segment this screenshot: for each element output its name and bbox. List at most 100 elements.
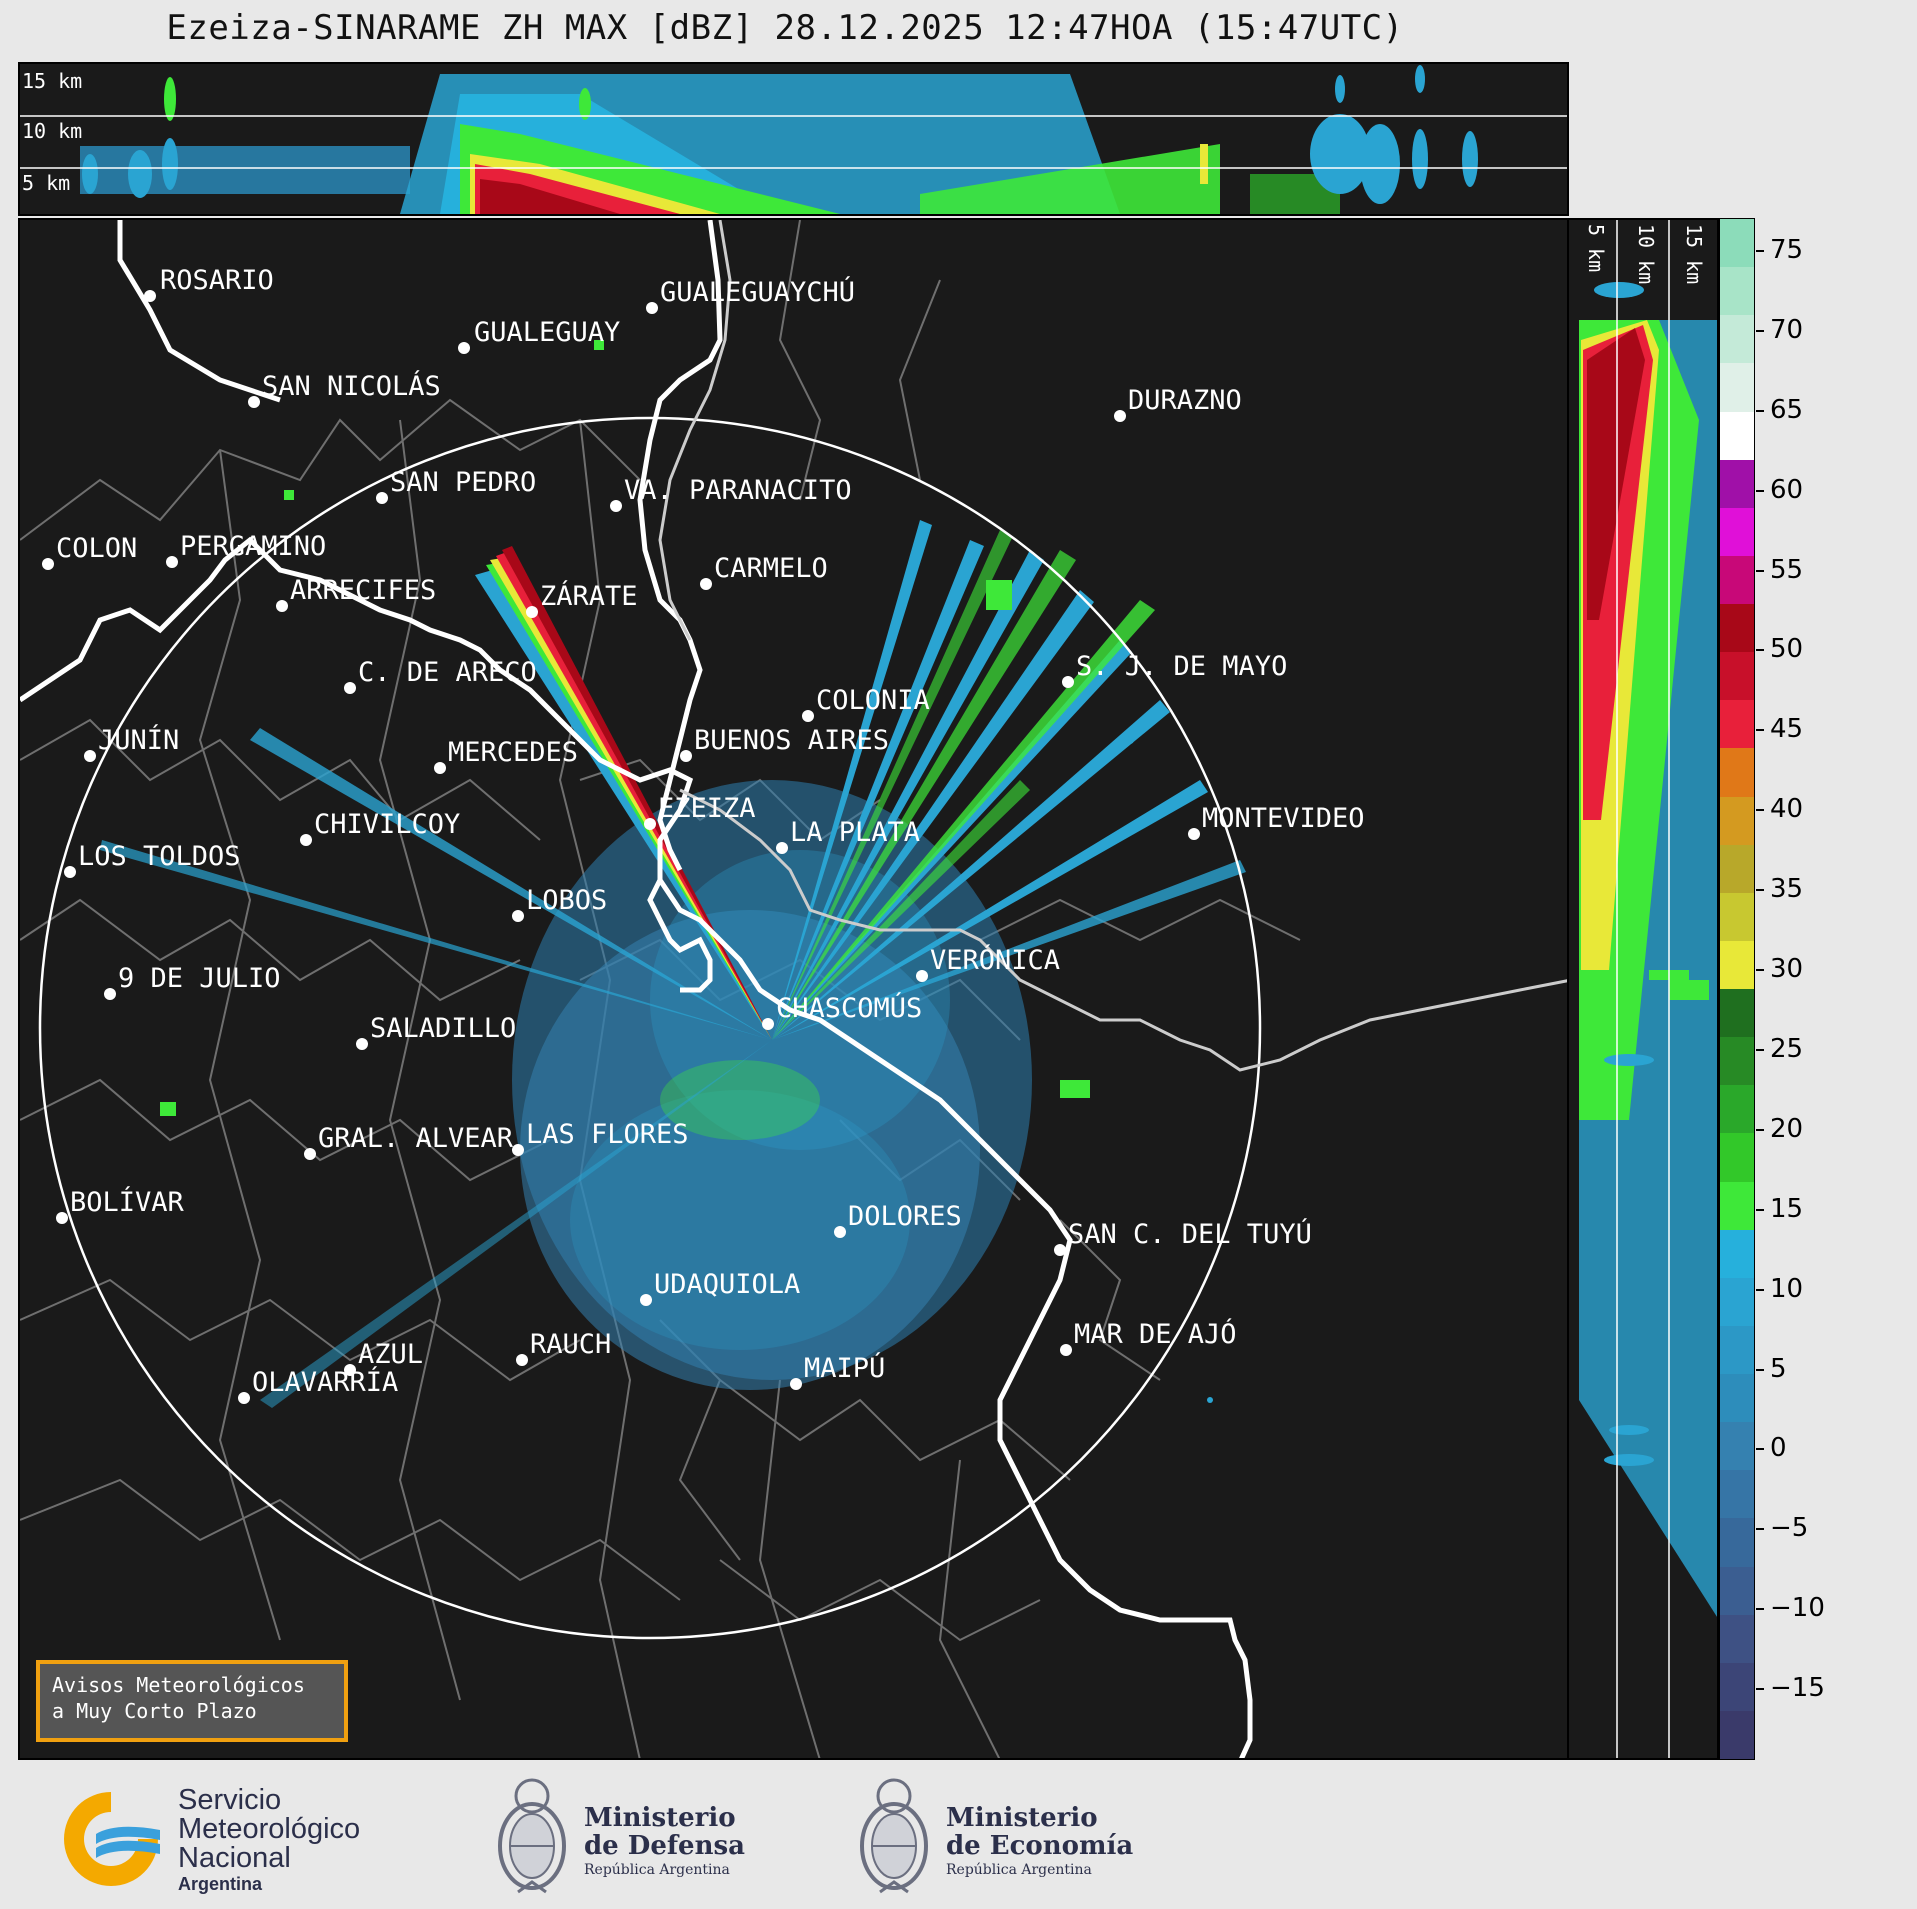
colorbar-segments <box>1720 219 1754 1759</box>
colorbar-segment <box>1720 844 1754 893</box>
city-label-colon: COLON <box>56 533 137 564</box>
colorbar-segment <box>1720 459 1754 508</box>
city-label-rauch: RAUCH <box>530 1329 611 1360</box>
city-label-zarate: ZÁRATE <box>540 580 638 612</box>
city-label-udaquiola: UDAQUIOLA <box>654 1269 800 1300</box>
city-label-junin: JUNÍN <box>98 724 179 756</box>
colorbar-segment <box>1720 1037 1754 1086</box>
colorbar-segment <box>1720 1374 1754 1423</box>
city-label-veronica: VERÓNICA <box>930 944 1060 976</box>
city-label-montevideo: MONTEVIDEO <box>1202 803 1365 834</box>
city-label-arrecifes: ARRECIFES <box>290 575 436 606</box>
city-label-lobos: LOBOS <box>526 885 607 916</box>
economia-line2: de Economía <box>946 1831 1134 1861</box>
city-label-san-pedro: SAN PEDRO <box>390 467 536 498</box>
colorbar-tick-label: 25 <box>1770 1033 1804 1064</box>
side-height-label-15: 15 km <box>1682 224 1706 284</box>
colorbar-segment <box>1720 1518 1754 1567</box>
colorbar-tick-label: 45 <box>1770 714 1804 745</box>
smn-line4: Argentina <box>178 1874 263 1894</box>
side-height-label-10: 10 km <box>1634 224 1658 284</box>
colorbar-segment <box>1720 1325 1754 1374</box>
city-label-gualeguaychu: GUALEGUAYCHÚ <box>660 276 855 308</box>
smn-line3: Nacional <box>178 1842 291 1874</box>
city-label-saladillo: SALADILLO <box>370 1013 516 1044</box>
colorbar-segment <box>1720 940 1754 989</box>
colorbar-segment <box>1720 555 1754 604</box>
city-label-sj-de-mayo: S. J. DE MAYO <box>1076 651 1287 682</box>
colorbar-tick-label: 55 <box>1770 554 1804 585</box>
city-label-rosario: ROSARIO <box>160 265 274 296</box>
colorbar-tick-label: 60 <box>1770 474 1804 505</box>
colorbar-tick-label: 35 <box>1770 874 1804 905</box>
city-label-chivilcoy: CHIVILCOY <box>314 809 460 840</box>
city-label-carmelo: CARMELO <box>714 553 828 584</box>
city-label-san-nicolas: SAN NICOLÁS <box>262 370 441 402</box>
colorbar-segment <box>1720 1662 1754 1711</box>
defensa-line3: República Argentina <box>584 1862 730 1878</box>
colorbar-segment <box>1720 1470 1754 1519</box>
smn-emblem-icon <box>64 1792 160 1886</box>
radar-map: ROSARIO GUALEGUAYCHÚ GUALEGUAY SAN NICOL… <box>18 218 1569 1760</box>
colorbar-tick-label: −5 <box>1770 1513 1809 1544</box>
city-label-gral-alvear: GRAL. ALVEAR <box>318 1123 514 1154</box>
city-label-los-toldos: LOS TOLDOS <box>78 841 241 872</box>
defensa-line2: de Defensa <box>584 1831 745 1861</box>
colorbar-segment <box>1720 989 1754 1038</box>
economia-line3: República Argentina <box>946 1862 1092 1878</box>
colorbar-tick-label: −15 <box>1770 1673 1825 1704</box>
national-shield-icon <box>860 1778 928 1894</box>
city-label-colonia: COLONIA <box>816 685 930 716</box>
colorbar-segment <box>1720 652 1754 701</box>
defensa-line1: Ministerio <box>584 1803 736 1833</box>
colorbar-segment <box>1720 411 1754 460</box>
economia-logo: Ministerio de Economía República Argenti… <box>856 1776 1136 1900</box>
colorbar-segment <box>1720 700 1754 749</box>
colorbar-segment <box>1720 748 1754 797</box>
footer: Servicio Meteorológico Nacional Argentin… <box>0 1762 1917 1909</box>
colorbar-tick-label: 40 <box>1770 794 1804 825</box>
side-section-echoes <box>1579 282 1717 1617</box>
defensa-logo: Ministerio de Defensa República Argentin… <box>494 1776 764 1900</box>
top-cross-section: 15 km 10 km 5 km <box>18 62 1569 216</box>
colorbar-segment <box>1720 1566 1754 1615</box>
top-height-label-5: 5 km <box>22 171 70 195</box>
colorbar-tick-label: 30 <box>1770 954 1804 985</box>
city-label-bolivar: BOLÍVAR <box>70 1186 185 1218</box>
economia-line1: Ministerio <box>946 1803 1098 1833</box>
top-section-echoes <box>80 65 1478 214</box>
city-label-olavarria: OLAVARRÍA <box>252 1366 398 1398</box>
colorbar-segment <box>1720 219 1754 268</box>
city-label-dolores: DOLORES <box>848 1201 962 1232</box>
colorbar-segment <box>1720 315 1754 364</box>
colorbar-segment <box>1720 796 1754 845</box>
top-height-label-15: 15 km <box>22 69 82 93</box>
city-label-la-plata: LA PLATA <box>790 817 920 848</box>
colorbar-tick-label: −10 <box>1770 1593 1825 1624</box>
range-ring <box>38 416 1262 1640</box>
colorbar-segment <box>1720 363 1754 412</box>
colorbar-segment <box>1720 892 1754 941</box>
colorbar-tick-label: 70 <box>1770 314 1804 345</box>
city-label-durazno: DURAZNO <box>1128 385 1242 416</box>
chart-title: Ezeiza-SINARAME ZH MAX [dBZ] 28.12.2025 … <box>166 8 1404 48</box>
colorbar-segment <box>1720 1277 1754 1326</box>
dbz-colorbar <box>1719 218 1755 1760</box>
uruguay-coast <box>658 220 1567 1072</box>
city-label-mar-de-ajo: MAR DE AJÓ <box>1074 1318 1237 1350</box>
side-cross-section: 5 km 10 km 15 km <box>1569 218 1719 1760</box>
colorbar-tick-label: 5 <box>1770 1353 1787 1384</box>
city-label-ezeiza: EZEIZA <box>658 793 756 824</box>
national-shield-icon <box>498 1778 566 1894</box>
city-label-pergamino: PERGAMINO <box>180 531 326 562</box>
smn-line2: Meteorológico <box>178 1813 361 1845</box>
city-label-buenos-aires: BUENOS AIRES <box>694 725 889 756</box>
city-label-chascomus: CHASCOMÚS <box>776 992 922 1024</box>
colorbar-tick-label: 10 <box>1770 1273 1804 1304</box>
smn-line1: Servicio <box>178 1784 282 1816</box>
city-label-gualeguay: GUALEGUAY <box>474 317 620 348</box>
top-height-label-10: 10 km <box>22 119 82 143</box>
city-label-azul: AZUL <box>358 1339 423 1370</box>
colorbar-tick-label: 65 <box>1770 394 1804 425</box>
city-markers <box>42 290 1200 1404</box>
